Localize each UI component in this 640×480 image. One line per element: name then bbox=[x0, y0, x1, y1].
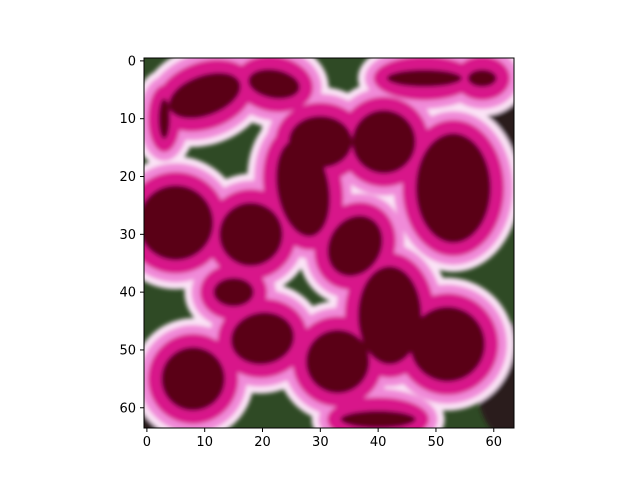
flower-petal bbox=[144, 185, 214, 261]
x-tick-label: 40 bbox=[370, 435, 387, 450]
flower-petal bbox=[161, 347, 225, 411]
x-axis-ticks: 0 10 20 30 40 50 60 bbox=[143, 428, 502, 450]
y-axis-ticks: 0 10 20 30 40 50 60 bbox=[119, 54, 144, 416]
flower-petal bbox=[467, 69, 497, 87]
flower-petal bbox=[305, 329, 370, 394]
flower-petal bbox=[219, 202, 283, 267]
flower-petal bbox=[230, 312, 295, 365]
axes-frame bbox=[143, 57, 515, 429]
flower-petal bbox=[357, 266, 422, 365]
x-tick-label: 30 bbox=[312, 435, 329, 450]
flower-petal bbox=[213, 277, 254, 307]
flower-petal bbox=[275, 139, 330, 237]
x-tick-label: 60 bbox=[485, 435, 502, 450]
x-tick-label: 10 bbox=[196, 435, 213, 450]
flower-petal bbox=[248, 69, 300, 99]
y-tick-label: 10 bbox=[119, 112, 136, 127]
y-tick-label: 20 bbox=[119, 170, 136, 185]
x-tick-label: 50 bbox=[428, 435, 445, 450]
flower-petal bbox=[386, 69, 462, 87]
flower-petal bbox=[415, 133, 491, 243]
flower-petal bbox=[409, 306, 486, 382]
flower-image bbox=[144, 58, 514, 428]
y-tick-label: 0 bbox=[128, 54, 136, 69]
flower-petal bbox=[168, 72, 241, 119]
x-tick-label: 20 bbox=[254, 435, 271, 450]
flower-petal bbox=[352, 110, 416, 174]
flower-petal bbox=[327, 215, 383, 277]
y-tick-label: 30 bbox=[119, 228, 136, 243]
y-tick-label: 60 bbox=[119, 401, 136, 416]
x-tick-label: 0 bbox=[143, 435, 151, 450]
flower-petal bbox=[158, 98, 171, 139]
flower-petal bbox=[340, 410, 416, 428]
y-tick-label: 40 bbox=[119, 286, 136, 301]
y-tick-label: 50 bbox=[119, 343, 136, 358]
